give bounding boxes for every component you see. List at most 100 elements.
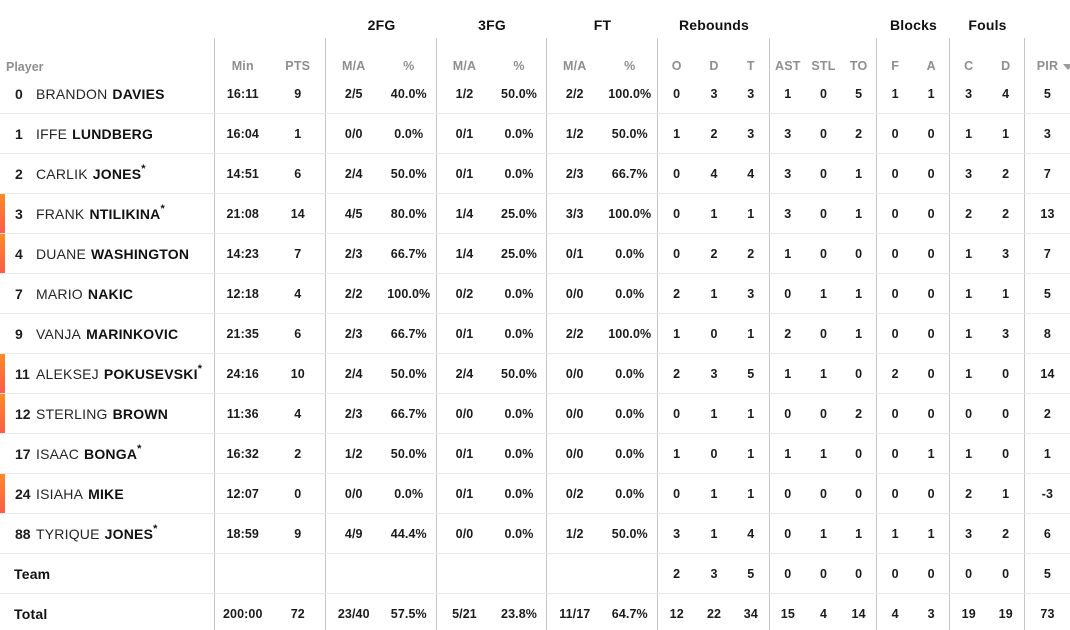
player-name-cell[interactable]: 9 VANJA MARINKOVIC <box>0 314 215 353</box>
stat-foul-d: 0 <box>987 354 1025 393</box>
stat-pts: 9 <box>271 514 326 553</box>
stat-pir: 13 <box>1040 206 1055 221</box>
stat-3fg-pct: 23.8% <box>492 594 547 630</box>
stat-blk-f: 0 <box>891 486 899 501</box>
stat-2fg-pct: 66.7% <box>382 314 437 353</box>
stat-foul-c: 19 <box>961 606 976 621</box>
stat-blk-a: 1 <box>913 434 950 473</box>
stat-pir: 1 <box>1043 446 1051 461</box>
summary-row-label: Team <box>14 565 51 582</box>
player-name-cell[interactable]: 11 ALEKSEJ POKUSEVSKI * <box>0 354 215 393</box>
stat-to: 1 <box>841 154 877 193</box>
stat-pts: 4 <box>271 274 326 313</box>
stat-min: 200:00 <box>222 606 263 621</box>
stat-2fg-ma: 2/3 <box>344 406 363 421</box>
stat-foul-c: 2 <box>965 206 973 221</box>
player-name-cell[interactable]: 17 ISAAC BONGA * <box>0 434 215 473</box>
sort-descending-icon <box>1062 64 1070 70</box>
on-court-marker <box>0 474 5 513</box>
stat-ft-pct: 100.0% <box>603 74 658 113</box>
player-last-name: JONES <box>92 165 142 182</box>
stat-foul-d: 19 <box>987 594 1025 630</box>
stat-3fg-ma: 0/0 <box>455 406 474 421</box>
stat-blk-a: 0 <box>913 234 950 273</box>
player-row: 11 ALEKSEJ POKUSEVSKI * 24:16 10 2/4 50.0% 2/4 50… <box>0 354 1070 394</box>
stat-to: 14 <box>841 594 877 630</box>
stat-stl: 0 <box>819 86 827 101</box>
player-name-cell[interactable]: 12 STERLING BROWN <box>0 394 215 433</box>
col-header-pir-label: PIR <box>1036 59 1059 73</box>
stat-blk-f: 2 <box>891 366 899 381</box>
stat-reb-t: 34 <box>733 594 770 630</box>
player-name-cell[interactable]: 3 FRANK NTILIKINA * <box>0 194 215 233</box>
stat-min: 12:07 <box>226 486 259 501</box>
stat-pts: 2 <box>271 434 326 473</box>
stat-reb-o: 0 <box>673 246 681 261</box>
player-first-name: IFFE <box>36 125 68 142</box>
col-header-blk-a: A <box>913 38 950 74</box>
stat-reb-o: 2 <box>673 566 681 581</box>
stat-stl: 1 <box>819 366 827 381</box>
jersey-number: 4 <box>15 245 23 262</box>
col-header-2fg-ma: M/A <box>341 59 366 73</box>
stat-foul-d: 3 <box>987 314 1025 353</box>
stat-ft-ma: 0/0 <box>565 406 584 421</box>
player-name-cell[interactable]: 88 TYRIQUE JONES * <box>0 514 215 553</box>
stat-3fg-ma: 1/4 <box>455 246 474 261</box>
group-header-row: 2FG 3FG FT Rebounds Blocks Fouls <box>0 0 1070 38</box>
jersey-number: 1 <box>15 125 23 142</box>
player-last-name: WASHINGTON <box>91 245 190 262</box>
group-header-fouls: Fouls <box>968 17 1007 33</box>
col-header-player: Player <box>0 38 215 74</box>
stat-2fg-pct: 57.5% <box>382 594 437 630</box>
stat-foul-c: 1 <box>965 286 973 301</box>
stat-3fg-pct: 0.0% <box>492 434 547 473</box>
stat-pir: 2 <box>1043 406 1051 421</box>
stat-reb-t: 3 <box>733 74 770 113</box>
stat-blk-a: 0 <box>913 274 950 313</box>
jersey-number: 24 <box>15 485 31 502</box>
stat-pts: 10 <box>271 354 326 393</box>
stat-pir: 5 <box>1043 566 1051 581</box>
stat-min: 16:11 <box>226 86 259 101</box>
stat-ft-pct: 0.0% <box>603 354 658 393</box>
stat-2fg-pct: 40.0% <box>382 74 437 113</box>
starter-mark: * <box>197 363 202 375</box>
stat-stl: 1 <box>819 286 827 301</box>
col-header-ast: AST <box>775 59 801 73</box>
stat-pts: 6 <box>271 154 326 193</box>
stat-stl: 1 <box>819 446 827 461</box>
player-name-cell[interactable]: 7 MARIO NAKIC <box>0 274 215 313</box>
player-name-cell[interactable]: 2 CARLIK JONES * <box>0 154 215 193</box>
stat-foul-c: 3 <box>965 526 973 541</box>
stat-min: 21:35 <box>226 326 259 341</box>
player-row: 24 ISIAHA MIKE 12:07 0 0/0 0.0% 0/1 0.0% 0/2 0.0% 0… <box>0 474 1070 514</box>
stat-min: 12:18 <box>226 286 259 301</box>
col-header-reb-o: O <box>671 59 682 73</box>
stat-min: 14:51 <box>226 166 259 181</box>
stat-3fg-pct: 0.0% <box>492 114 547 153</box>
player-name-cell[interactable]: 1 IFFE LUNDBERG <box>0 114 215 153</box>
stat-2fg-pct: 50.0% <box>382 354 437 393</box>
stat-reb-o: 3 <box>673 526 681 541</box>
stat-ft-pct: 0.0% <box>603 394 658 433</box>
stat-ft-ma: 11/17 <box>559 606 591 621</box>
stat-3fg-pct: 25.0% <box>492 194 547 233</box>
stat-blk-f: 0 <box>891 286 899 301</box>
stat-blk-a: 0 <box>913 194 950 233</box>
stat-stl: 4 <box>819 606 827 621</box>
stat-3fg-ma: 0/1 <box>455 326 474 341</box>
player-name-cell[interactable]: 0 BRANDON DAVIES <box>0 74 215 113</box>
stat-ft-pct: 0.0% <box>603 234 658 273</box>
player-name-cell[interactable]: 24 ISIAHA MIKE <box>0 474 215 513</box>
player-name-cell[interactable]: 4 DUANE WASHINGTON <box>0 234 215 273</box>
stat-ft-ma: 2/2 <box>565 326 584 341</box>
stat-foul-c: 1 <box>965 246 973 261</box>
col-header-2fg-pct: % <box>382 38 437 74</box>
starter-mark: * <box>137 443 142 455</box>
col-header-to: TO <box>841 38 877 74</box>
col-header-pir-sort[interactable]: PIR <box>1025 59 1070 74</box>
stat-2fg-ma: 2/2 <box>344 286 363 301</box>
stat-min: 16:04 <box>226 126 259 141</box>
stat-to: 0 <box>841 474 877 513</box>
